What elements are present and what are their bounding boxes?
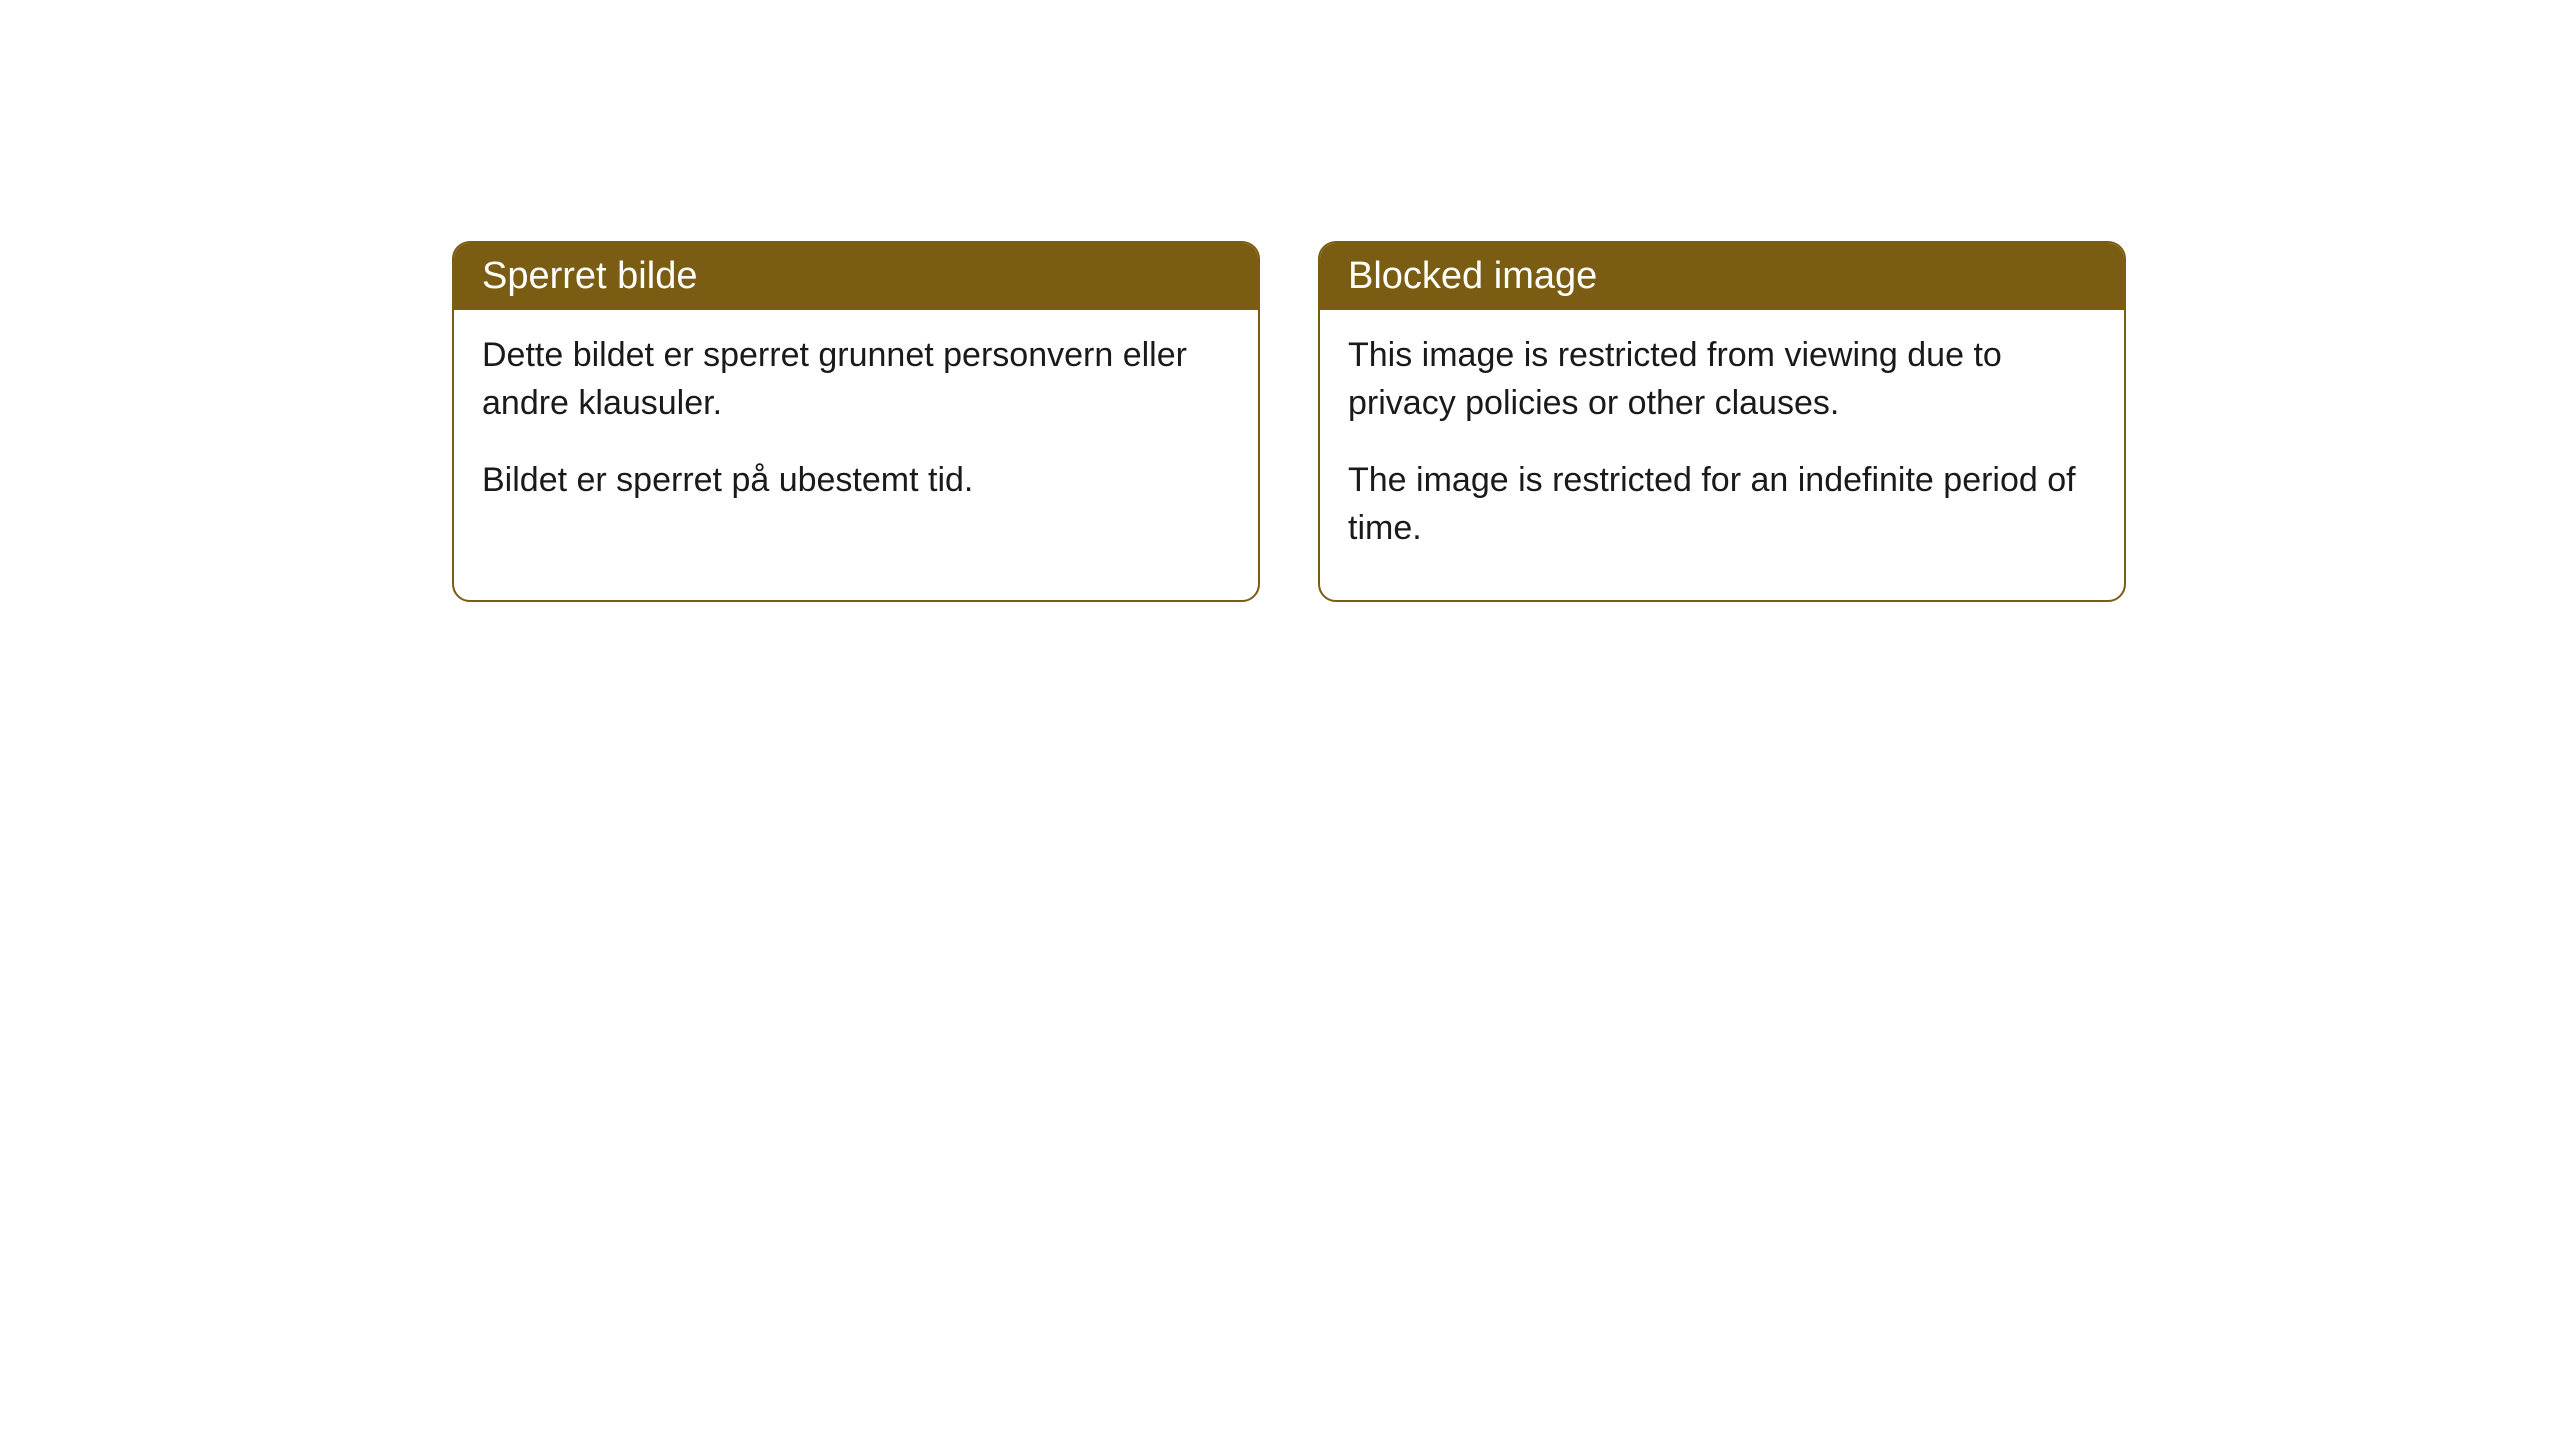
notice-paragraph: Bildet er sperret på ubestemt tid.	[482, 457, 1230, 505]
notice-cards-container: Sperret bilde Dette bildet er sperret gr…	[452, 241, 2126, 602]
blocked-image-card-norwegian: Sperret bilde Dette bildet er sperret gr…	[452, 241, 1260, 602]
blocked-image-card-english: Blocked image This image is restricted f…	[1318, 241, 2126, 602]
notice-paragraph: The image is restricted for an indefinit…	[1348, 457, 2096, 552]
card-body-english: This image is restricted from viewing du…	[1320, 310, 2124, 600]
card-header-english: Blocked image	[1320, 243, 2124, 310]
card-header-norwegian: Sperret bilde	[454, 243, 1258, 310]
card-body-norwegian: Dette bildet er sperret grunnet personve…	[454, 310, 1258, 553]
notice-paragraph: This image is restricted from viewing du…	[1348, 332, 2096, 427]
notice-paragraph: Dette bildet er sperret grunnet personve…	[482, 332, 1230, 427]
